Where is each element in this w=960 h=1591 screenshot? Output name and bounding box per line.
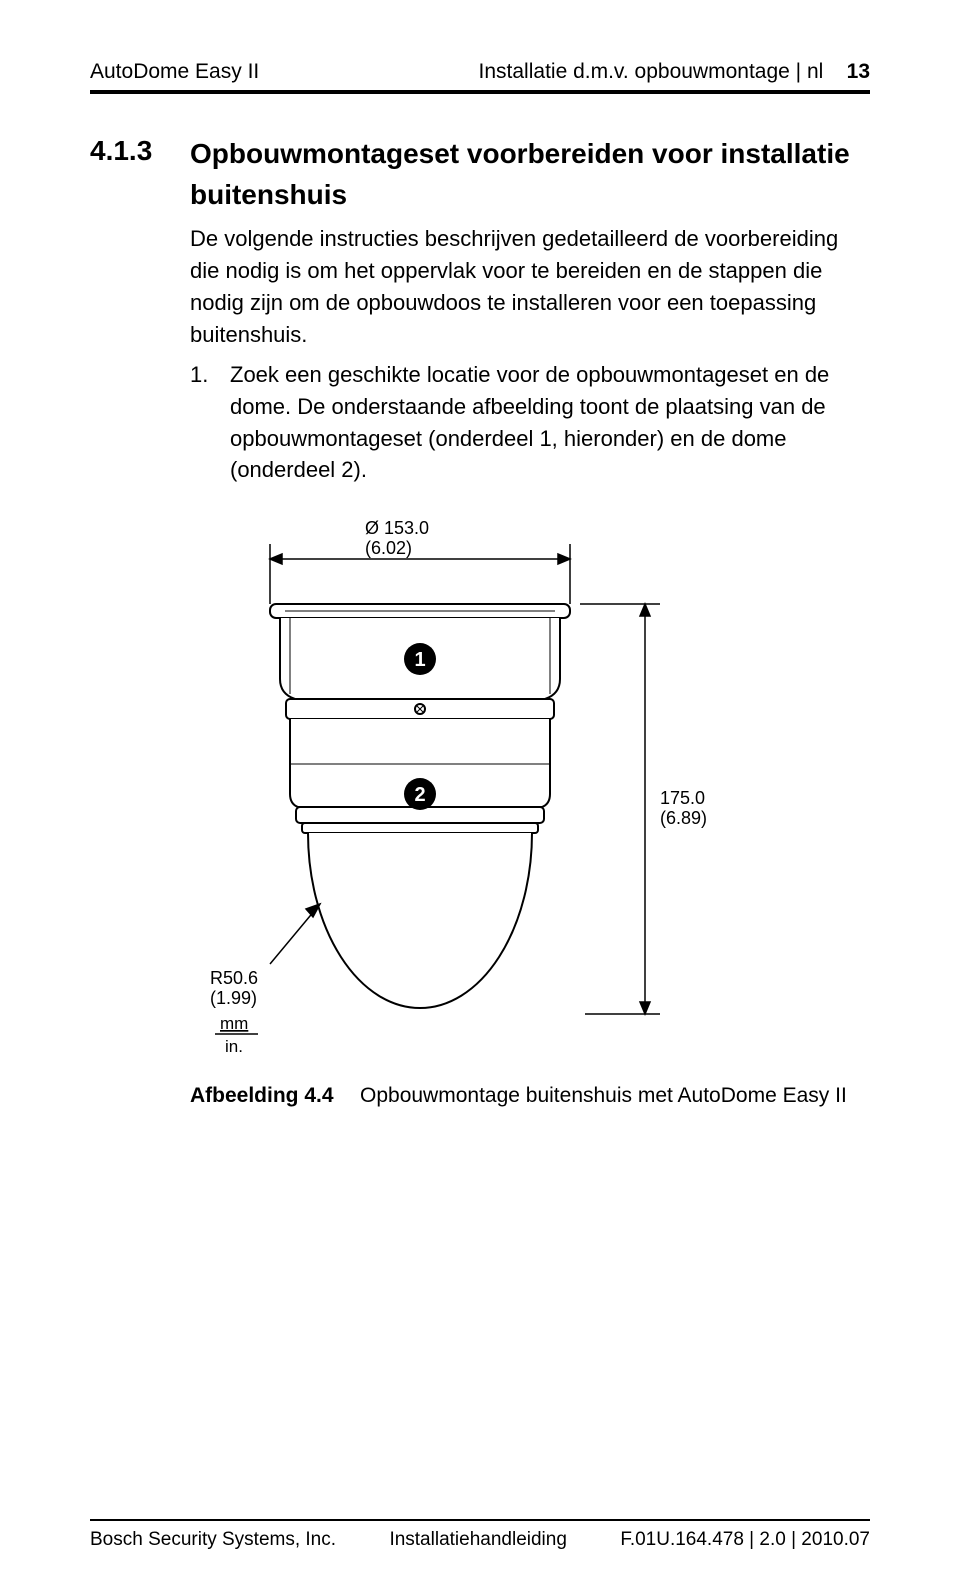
section-title: Opbouwmontageset voorbereiden voor insta… [190, 134, 870, 215]
header-right: Installatie d.m.v. opbouwmontage | nl 13 [479, 60, 870, 84]
caption-text: Opbouwmontage buitenshuis met AutoDome E… [360, 1084, 847, 1108]
page-number: 13 [847, 60, 870, 83]
list-item-text: Zoek een geschikte locatie voor de opbou… [230, 359, 870, 487]
header-left: AutoDome Easy II [90, 60, 259, 84]
svg-text:2: 2 [414, 784, 425, 806]
list-item-number: 1. [190, 359, 230, 487]
footer-left: Bosch Security Systems, Inc. [90, 1529, 336, 1551]
caption-label: Afbeelding 4.4 [190, 1084, 360, 1108]
footer-center: Installatiehandleiding [389, 1529, 566, 1551]
unit-mm: mm [220, 1014, 248, 1033]
figure: Ø 153.0 (6.02) 175.0 (6.89) [190, 504, 710, 1064]
dim-radius-mm: R50.6 [210, 968, 258, 988]
dim-height-mm: 175.0 [660, 788, 705, 808]
section-number: 4.1.3 [90, 134, 190, 486]
page: AutoDome Easy II Installatie d.m.v. opbo… [0, 0, 960, 1591]
list-item: 1. Zoek een geschikte locatie voor de op… [190, 359, 870, 487]
section-body: Opbouwmontageset voorbereiden voor insta… [190, 134, 870, 486]
running-header: AutoDome Easy II Installatie d.m.v. opbo… [90, 60, 870, 90]
header-rule [90, 90, 870, 94]
diagram-svg: Ø 153.0 (6.02) 175.0 (6.89) [190, 504, 710, 1064]
footer: Bosch Security Systems, Inc. Installatie… [90, 1519, 870, 1551]
dim-radius-in: (1.99) [210, 988, 257, 1008]
footer-rule [90, 1519, 870, 1521]
footer-row: Bosch Security Systems, Inc. Installatie… [90, 1529, 870, 1551]
header-right-text: Installatie d.m.v. opbouwmontage | nl [479, 60, 824, 83]
dim-width-mm: Ø 153.0 [365, 518, 429, 538]
section: 4.1.3 Opbouwmontageset voorbereiden voor… [90, 134, 870, 486]
dim-height-in: (6.89) [660, 808, 707, 828]
callout-2: 2 [404, 778, 436, 810]
dim-width-in: (6.02) [365, 538, 412, 558]
figure-caption: Afbeelding 4.4 Opbouwmontage buitenshuis… [190, 1084, 870, 1108]
section-intro: De volgende instructies beschrijven gede… [190, 223, 870, 351]
footer-right: F.01U.164.478 | 2.0 | 2010.07 [620, 1529, 870, 1551]
callout-1: 1 [404, 643, 436, 675]
svg-text:1: 1 [414, 649, 425, 671]
unit-in: in. [225, 1037, 243, 1056]
dome [308, 833, 532, 1008]
